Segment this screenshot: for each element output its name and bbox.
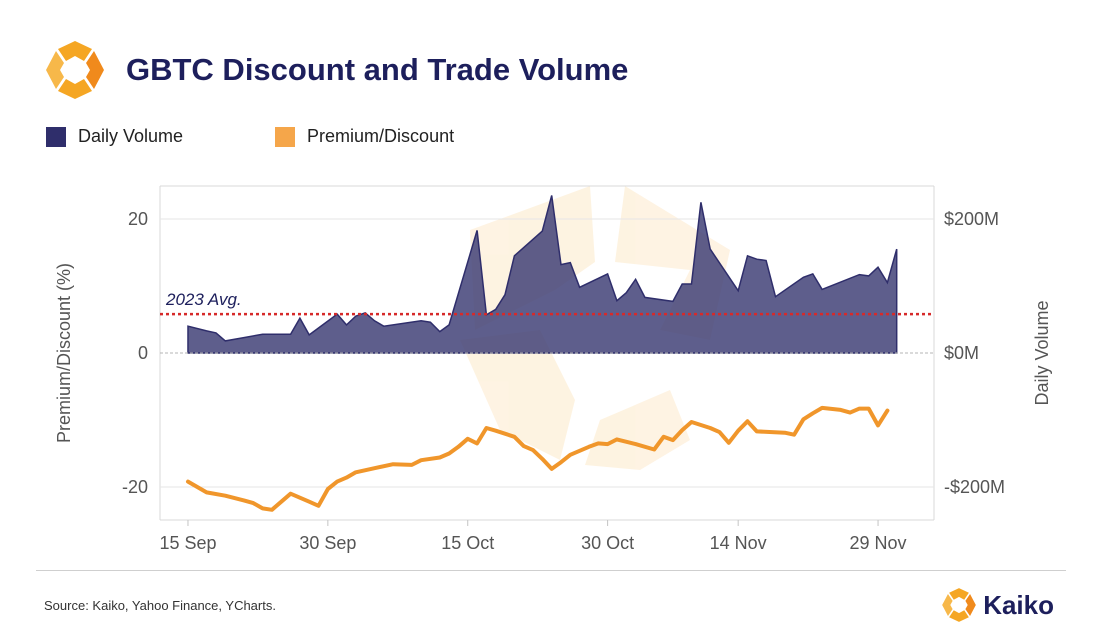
premium-line [186, 405, 890, 512]
brand-name: Kaiko [983, 589, 1054, 620]
y-left-tick-label: 20 [128, 209, 148, 229]
y-left-tick-label: 0 [138, 343, 148, 363]
kaiko-logo-icon [46, 41, 104, 99]
avg-label: 2023 Avg. [165, 290, 242, 309]
legend-label-volume: Daily Volume [78, 126, 184, 146]
x-tick-label: 15 Oct [441, 533, 494, 553]
watermark-shape [460, 330, 575, 460]
y-right-tick-label: $0M [944, 343, 979, 363]
y-right-tick-label: $200M [944, 209, 999, 229]
page-title: GBTC Discount and Trade Volume [126, 52, 629, 87]
y-right-axis-title: Daily Volume [1032, 300, 1052, 405]
chart-legend: Daily Volume Premium/Discount [46, 126, 546, 147]
legend-item-volume: Daily Volume [46, 126, 183, 147]
y-left-tick-label: -20 [122, 477, 148, 497]
legend-swatch-volume [46, 126, 66, 147]
watermark-shape [585, 390, 690, 470]
x-tick-label: 30 Oct [581, 533, 634, 553]
footer-divider [36, 570, 1066, 571]
header: GBTC Discount and Trade Volume [44, 40, 628, 100]
x-tick-label: 29 Nov [850, 533, 907, 553]
brand-logo: Kaiko [941, 587, 1054, 623]
legend-item-premium: Premium/Discount [275, 126, 454, 147]
kaiko-small-logo-icon [942, 588, 977, 622]
legend-swatch-premium [275, 126, 296, 147]
x-tick-label: 15 Sep [159, 533, 216, 553]
source-note: Source: Kaiko, Yahoo Finance, YCharts. [44, 598, 276, 613]
x-tick-label: 30 Sep [299, 533, 356, 553]
y-left-axis-title: Premium/Discount (%) [54, 263, 74, 443]
y-right-tick-label: -$200M [944, 477, 1005, 497]
x-tick-label: 14 Nov [710, 533, 767, 553]
legend-label-premium: Premium/Discount [307, 126, 455, 146]
